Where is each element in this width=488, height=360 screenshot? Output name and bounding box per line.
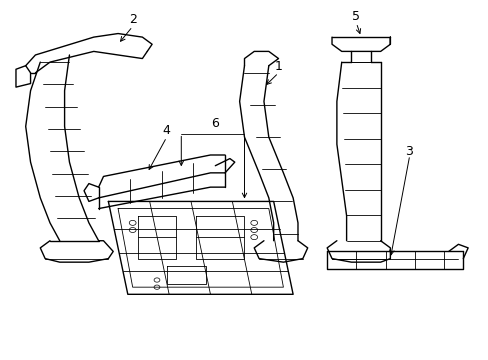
Text: 4: 4 — [163, 124, 170, 137]
Text: 5: 5 — [352, 10, 360, 23]
Text: 3: 3 — [404, 145, 412, 158]
Text: 1: 1 — [274, 60, 282, 73]
Text: 2: 2 — [128, 13, 136, 26]
Text: 6: 6 — [211, 117, 219, 130]
